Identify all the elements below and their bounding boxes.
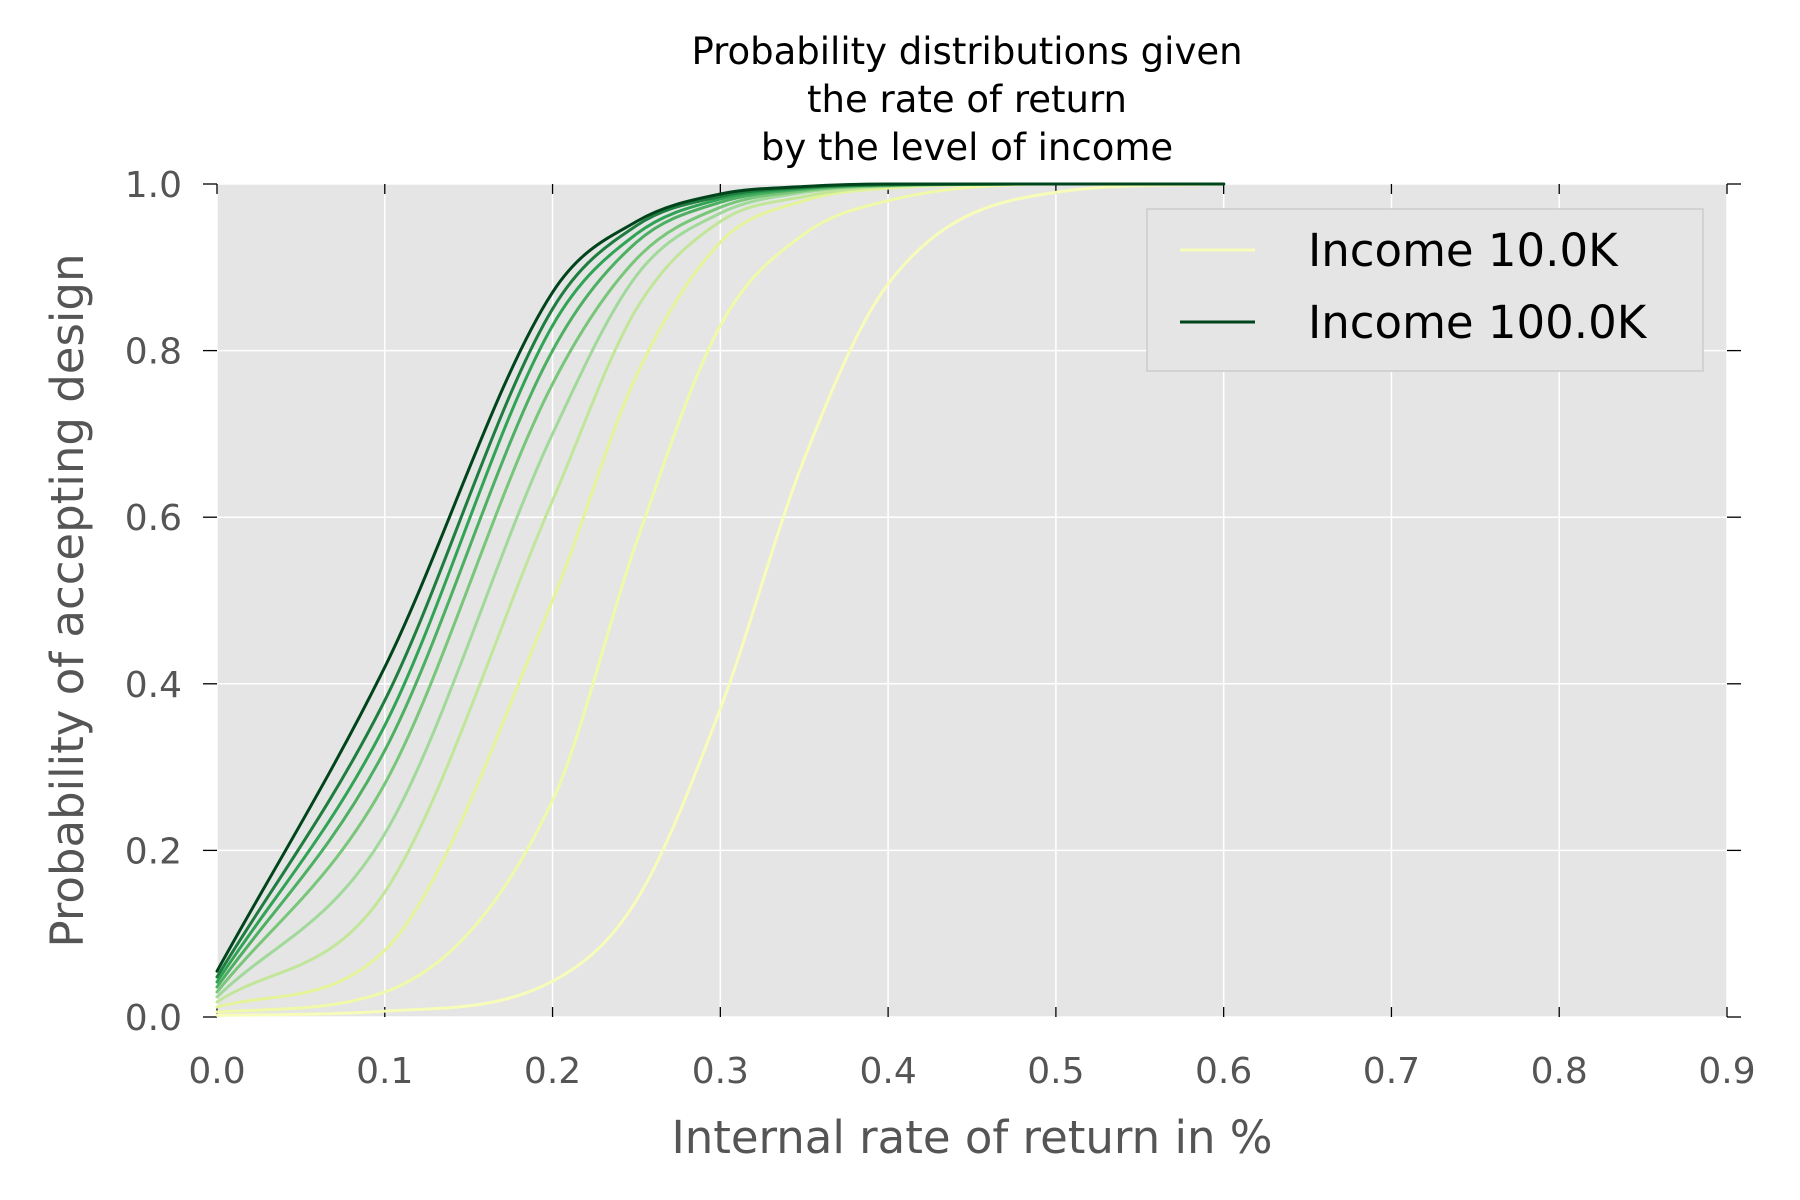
chart-title-line: by the level of income: [761, 126, 1173, 169]
chart-title-line: the rate of return: [807, 78, 1127, 121]
series-line-2: [215, 182, 1226, 1014]
legend-label: Income 100.0K: [1308, 296, 1648, 349]
y-tick-label: 1.0: [125, 165, 182, 206]
x-tick-label: 0.1: [356, 1051, 413, 1092]
y-axis-label: Probability of accepting design: [41, 254, 94, 948]
x-tick-label: 0.7: [1363, 1051, 1420, 1092]
x-tick-label: 0.5: [1027, 1051, 1084, 1092]
x-tick-label: 0.3: [692, 1051, 749, 1092]
legend-label: Income 10.0K: [1308, 224, 1619, 277]
legend-box: [1146, 208, 1704, 372]
x-tick-label: 0.9: [1698, 1051, 1755, 1092]
y-tick-label: 0.0: [125, 998, 182, 1039]
y-tick-label: 0.6: [125, 498, 182, 539]
series-line-10: [215, 182, 1226, 973]
x-tick-label: 0.2: [524, 1051, 581, 1092]
chart-title-line: Probability distributions given: [691, 30, 1242, 73]
y-tick-label: 0.2: [125, 831, 182, 872]
x-tick-label: 0.6: [1195, 1051, 1252, 1092]
y-tick-label: 0.8: [125, 332, 182, 373]
y-tick-label: 0.4: [125, 665, 182, 706]
x-tick-label: 0.8: [1531, 1051, 1588, 1092]
x-tick-label: 0.0: [188, 1051, 245, 1092]
x-tick-label: 0.4: [859, 1051, 916, 1092]
x-axis-label: Internal rate of return in %: [671, 1111, 1272, 1164]
series-line-1: [215, 182, 1226, 1017]
